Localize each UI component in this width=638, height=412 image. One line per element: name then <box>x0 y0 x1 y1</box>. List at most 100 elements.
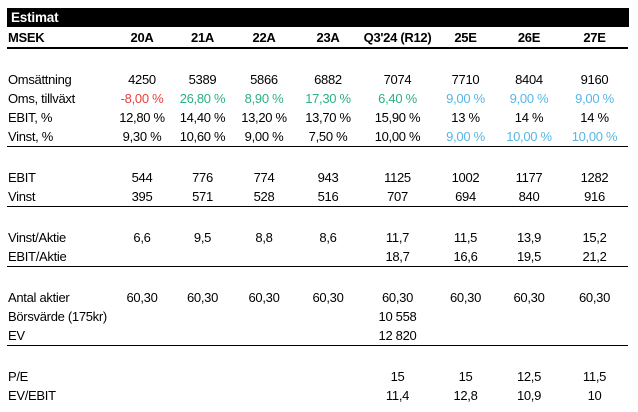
value-cell: 18,7 <box>361 247 434 267</box>
value-cell: 14,40 % <box>179 110 226 125</box>
value-cell: 1177 <box>515 170 543 185</box>
value-cell <box>233 386 295 405</box>
value-cell: 15,90 % <box>374 110 421 125</box>
value-cell: 516 <box>295 187 361 207</box>
value-cell: 395 <box>112 187 172 207</box>
value-cell: 10,9 <box>516 388 542 403</box>
value-cell: 11,7 <box>385 230 410 245</box>
value-cell <box>112 367 172 386</box>
value-cell: 17,30 % <box>305 91 351 106</box>
row-label: Vinst <box>7 187 112 207</box>
column-header: 25E <box>434 27 497 49</box>
table-row: Vinst, % 9,30 % 10,60 % 9,00 % 7,50 % 10,00 %… <box>7 127 628 147</box>
value-cell: 6,6 <box>133 230 151 245</box>
value-cell: 9,00 % <box>575 91 614 106</box>
value-cell: 13,20 % <box>241 110 287 125</box>
table-row: Börsvärde (175kr) 10 558 <box>7 307 628 326</box>
value-cell: 943 <box>317 170 339 185</box>
value-cell <box>295 247 361 267</box>
value-cell <box>295 326 361 346</box>
value-cell: 707 <box>361 187 434 207</box>
value-cell <box>233 367 295 386</box>
value-cell: 15 <box>458 369 473 384</box>
value-cell: 4250 <box>128 72 156 87</box>
row-label: Omsättning <box>8 72 72 87</box>
spacer-row <box>7 267 628 289</box>
value-cell: 15,2 <box>582 230 607 245</box>
value-cell: 60,30 <box>248 290 280 305</box>
row-label: EBIT <box>8 170 36 185</box>
value-cell: 5389 <box>188 72 217 87</box>
value-cell: 694 <box>434 187 497 207</box>
value-cell: 7,50 % <box>295 127 361 147</box>
value-cell: 13,9 <box>516 230 542 245</box>
value-cell: 1125 <box>384 170 411 185</box>
value-cell: 7074 <box>383 72 412 87</box>
value-cell: 840 <box>497 187 561 207</box>
value-cell: -8,00 % <box>120 91 164 106</box>
value-cell <box>112 307 172 326</box>
value-cell: 16,6 <box>434 247 497 267</box>
value-cell <box>295 307 361 326</box>
value-cell: 60,30 <box>449 290 482 305</box>
value-cell <box>112 386 172 405</box>
table-row: Vinst/Aktie 6,6 9,5 8,8 8,6 11,7 11,5 13,9 15,2 <box>7 228 628 247</box>
table-row: Omsättning 4250 5389 5866 6882 7074 7710 8404 91… <box>7 70 628 89</box>
table-row: EV/EBIT 11,4 12,8 10,9 10 <box>7 386 628 405</box>
value-cell: 8,90 % <box>244 91 284 106</box>
value-cell: 544 <box>131 170 153 185</box>
column-header: Q3'24 (R12) <box>361 27 434 49</box>
table-row: EBIT, % 12,80 % 14,40 % 13,20 % 13,70 % 15,90… <box>7 108 628 127</box>
value-cell: 10 558 <box>378 309 417 324</box>
table-row: EBIT/Aktie 18,7 16,6 19,5 21,2 <box>7 247 628 267</box>
table-row: EBIT 544 776 774 943 1125 1002 1177 1282 <box>7 168 628 187</box>
value-cell: 9,00 % <box>233 127 295 147</box>
value-cell: 9,30 % <box>112 127 172 147</box>
value-cell: 60,30 <box>578 290 611 305</box>
value-cell <box>497 326 561 346</box>
value-cell: 6882 <box>314 72 342 87</box>
column-header: 27E <box>561 27 628 49</box>
value-cell: 8,6 <box>319 230 337 245</box>
value-cell: 13,70 % <box>305 110 351 125</box>
row-label: EBIT, % <box>8 110 53 125</box>
value-cell: 10 <box>587 388 602 403</box>
row-label: Börsvärde (175kr) <box>8 309 107 324</box>
spacer-row <box>7 207 628 229</box>
column-header: 26E <box>497 27 561 49</box>
value-cell: 774 <box>253 170 275 185</box>
value-cell: 528 <box>233 187 295 207</box>
spacer-row <box>7 147 628 169</box>
row-label: EV/EBIT <box>8 388 56 403</box>
row-label: Oms, tillväxt <box>8 91 75 106</box>
value-cell: 9,00 % <box>434 127 497 147</box>
value-cell <box>233 326 295 346</box>
value-cell: 12,5 <box>516 369 542 384</box>
value-cell: 15 <box>390 369 405 384</box>
value-cell <box>172 386 233 405</box>
value-cell: 1282 <box>580 170 609 185</box>
table-row: P/E 15 15 12,5 11,5 <box>7 367 628 386</box>
value-cell: 8,8 <box>255 230 273 245</box>
value-cell <box>561 307 628 326</box>
value-cell <box>112 247 172 267</box>
value-cell: 571 <box>172 187 233 207</box>
value-cell <box>172 307 233 326</box>
value-cell: 13 % <box>451 110 480 125</box>
value-cell: 10,00 % <box>361 127 434 147</box>
row-label: Vinst/Aktie <box>8 230 66 245</box>
spacer-row <box>7 346 628 368</box>
value-cell: 19,5 <box>497 247 561 267</box>
value-cell: 1002 <box>451 170 480 185</box>
value-cell: 9,00 % <box>509 91 549 106</box>
value-cell: 60,30 <box>312 290 344 305</box>
value-cell: 10,00 % <box>497 127 561 147</box>
value-cell <box>561 326 628 346</box>
table-row: Oms, tillväxt -8,00 % 26,80 % 8,90 % 17,30 %… <box>7 89 628 108</box>
value-cell: 11,4 <box>385 388 410 403</box>
row-label: EV <box>7 326 112 346</box>
value-cell <box>112 326 172 346</box>
estimat-table: MSEK 20A 21A 22A 23A Q3'24 (R12) 25E 26E 27E Oms… <box>7 27 628 405</box>
value-cell: 6,40 % <box>378 91 417 106</box>
value-cell <box>497 307 561 326</box>
